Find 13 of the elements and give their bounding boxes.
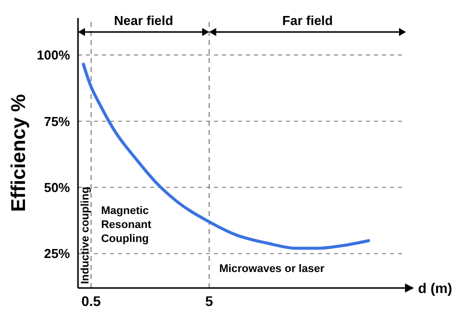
y-axis-title: Efficiency % [8,94,30,212]
y-tick-label: 75% [44,114,70,129]
annotation: Microwaves or laser [219,263,326,276]
x-tick-label: 5 [205,292,214,309]
y-tick-label: 100% [36,48,70,63]
x-tick-label: 0.5 [81,292,102,309]
annotation: Far field [282,13,333,28]
annotation: Near field [114,13,174,28]
y-tick-label: 50% [44,180,70,196]
y-tick-label: 25% [44,246,70,262]
annotation: Inductive coupling [80,186,92,284]
x-axis-title: d (m) [418,280,452,296]
annotation: Magnetic Resonant Coupling [101,204,152,245]
